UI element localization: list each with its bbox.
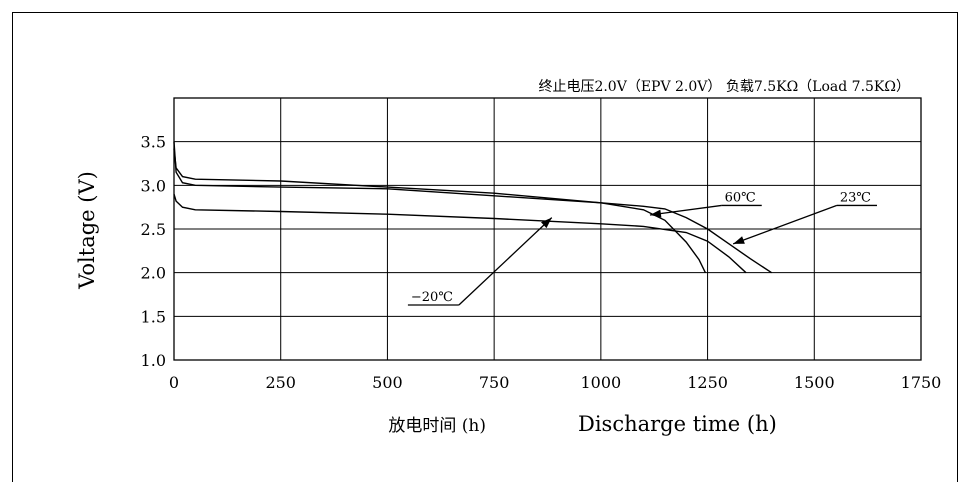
x-axis-label: Discharge time (h)	[578, 412, 777, 436]
arrow-head	[541, 217, 552, 229]
series-line	[173, 148, 707, 274]
tick-labels: 0 250 500 750 1000 1250 1500 1750 1.0 1.5 2.0 2.5 3.…	[141, 133, 942, 392]
series-annotation-label: −20℃	[411, 290, 453, 305]
chart-title: 终止电压2.0V（EPV 2.0V） 负载7.5KΩ（Load 7.5KΩ）	[538, 79, 910, 95]
grid	[173, 97, 922, 361]
x-tick-label: 1500	[794, 373, 835, 392]
x-axis-label-chinese: 放电时间 (h)	[388, 416, 486, 436]
x-tick-label: 250	[265, 373, 296, 392]
x-tick-label: 0	[169, 373, 179, 392]
y-axis-label: Voltage (V)	[75, 171, 99, 290]
y-tick-label: 1.5	[141, 307, 166, 326]
x-tick-label: 750	[479, 373, 510, 392]
series-annotation-label: 60℃	[725, 190, 756, 205]
series-line	[173, 193, 747, 274]
figure-frame	[12, 12, 958, 482]
arrow-head	[649, 209, 662, 218]
x-tick-label: 1750	[901, 373, 942, 392]
y-tick-label: 2.0	[141, 264, 166, 283]
x-tick-label: 500	[372, 373, 403, 392]
x-tick-label: 1000	[580, 373, 621, 392]
annotation-leader-line	[732, 204, 838, 245]
series-layer	[173, 141, 772, 274]
y-tick-label: 3.5	[141, 133, 166, 152]
y-tick-label: 2.5	[141, 220, 166, 239]
annotation-layer: 60℃ 23℃ −20℃	[407, 190, 877, 306]
annotation-leader-line	[649, 204, 722, 216]
series-line	[173, 141, 772, 274]
y-tick-label: 3.0	[141, 176, 166, 195]
annotation-leader-line	[458, 217, 553, 306]
x-tick-label: 1250	[687, 373, 728, 392]
arrow-head	[733, 236, 745, 244]
series-annotation-label: 23℃	[840, 190, 871, 205]
y-tick-label: 1.0	[141, 351, 166, 370]
